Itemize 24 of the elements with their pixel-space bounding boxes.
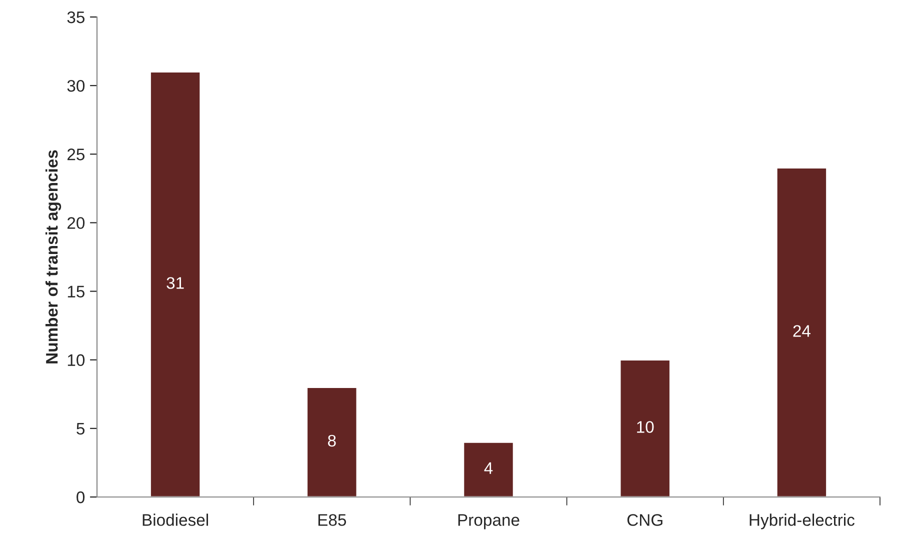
y-tick-label: 35 <box>67 11 84 24</box>
x-tick-label: CNG <box>627 514 662 526</box>
bar <box>776 167 828 497</box>
bar <box>306 386 358 497</box>
x-tick-label: Biodiesel <box>142 514 208 526</box>
bar <box>150 71 202 497</box>
bar <box>619 359 671 497</box>
data-label: 31 <box>166 277 184 289</box>
y-tick-label: 30 <box>67 80 85 92</box>
y-axis-title: Number of transit agencies <box>45 150 62 364</box>
y-tick-label: 0 <box>76 491 85 504</box>
data-label: 10 <box>637 421 654 433</box>
y-tick-label: 10 <box>68 354 85 366</box>
x-tick-label: Hybrid-electric <box>750 514 855 530</box>
x-tick-label: Propane <box>458 514 520 530</box>
bar <box>462 441 514 497</box>
y-tick-label: 20 <box>67 217 85 229</box>
x-tick-label: E85 <box>318 514 346 526</box>
data-label: 8 <box>328 434 336 447</box>
y-tick-label: 15 <box>68 286 84 298</box>
y-tick-label: 5 <box>76 423 84 435</box>
y-tick-label: 25 <box>67 148 84 160</box>
data-label: 4 <box>484 462 493 474</box>
data-label: 24 <box>793 325 810 337</box>
